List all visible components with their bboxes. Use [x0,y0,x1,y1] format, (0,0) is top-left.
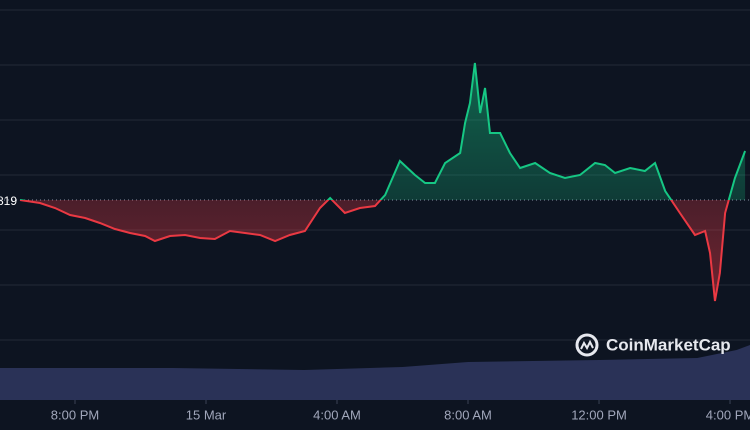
x-tick-label: 8:00 PM [51,407,99,422]
volume-area [0,345,750,400]
x-tick-label: 4:00 PM [706,407,750,422]
x-tick-label: 12:00 PM [571,407,627,422]
line-up [19,62,747,200]
x-tick-label: 8:00 AM [444,407,492,422]
watermark: CoinMarketCap [575,333,731,357]
area-down [19,200,746,301]
line-down [19,200,730,302]
area-up [19,63,746,200]
x-tick-label: 4:00 AM [313,407,361,422]
baseline-label: 819 [0,194,17,208]
watermark-text: CoinMarketCap [606,335,731,354]
x-tick-label: 15 Mar [186,407,227,422]
